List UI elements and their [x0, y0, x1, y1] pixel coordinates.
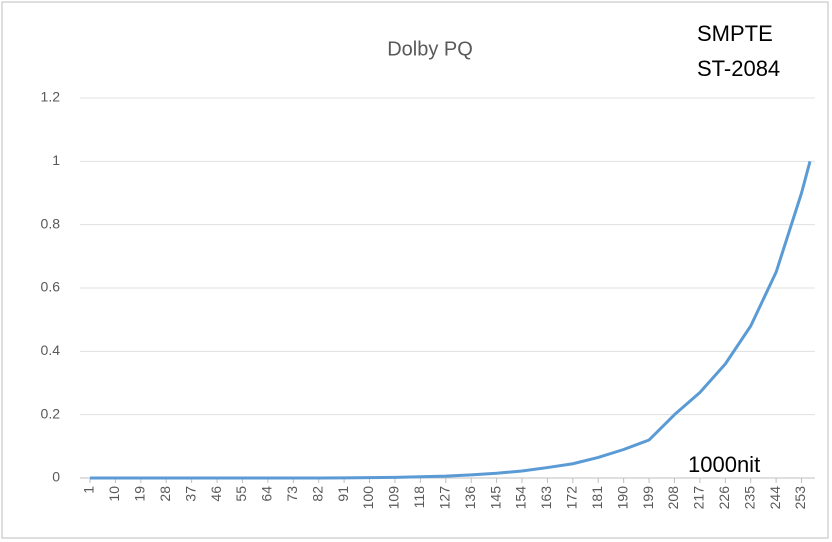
data-line: [90, 160, 812, 480]
y-tick-label: 0.6: [41, 279, 61, 295]
x-tick-label: 82: [309, 486, 325, 502]
x-tick-label: 208: [665, 486, 681, 510]
x-tick-label: 145: [487, 486, 503, 510]
x-tick-label: 28: [157, 486, 173, 502]
x-tick-label: 235: [741, 486, 757, 510]
x-tick-label: 109: [386, 486, 402, 510]
x-tick-label: 136: [462, 486, 478, 510]
x-tick-label: 190: [614, 486, 630, 510]
x-tick-label: 37: [182, 486, 198, 502]
x-tick-label: 64: [259, 486, 275, 502]
y-tick-label: 0.2: [41, 405, 61, 421]
x-tick-label: 46: [208, 486, 224, 502]
chart-title: Dolby PQ: [387, 38, 473, 60]
x-tick-label: 1: [81, 486, 97, 494]
x-tick-label: 127: [436, 486, 452, 510]
y-tick-label: 1: [52, 152, 60, 168]
y-tick-label: 1.2: [41, 89, 61, 105]
y-tick-label: 0: [52, 469, 60, 485]
x-tick-label: 73: [284, 486, 300, 502]
x-tick-label: 217: [691, 486, 707, 510]
x-tick-label: 118: [411, 486, 427, 509]
y-tick-label: 0.4: [41, 342, 61, 358]
x-tick-label: 10: [106, 486, 122, 502]
y-tick-label: 0.8: [41, 215, 61, 231]
x-tick-label: 199: [640, 486, 656, 510]
x-tick-label: 100: [360, 486, 376, 510]
x-tick-label: 244: [767, 486, 783, 510]
x-tick-label: 253: [792, 486, 808, 510]
x-tick-label: 181: [589, 486, 605, 510]
annotation: ST-2084: [697, 56, 780, 81]
x-tick-label: 19: [132, 486, 148, 502]
x-tick-label: 91: [335, 486, 351, 502]
x-tick-label: 55: [233, 486, 249, 502]
annotation: 1000nit: [688, 452, 760, 477]
x-tick-label: 163: [538, 486, 554, 510]
annotation: SMPTE: [697, 21, 773, 46]
x-tick-label: 226: [716, 486, 732, 510]
x-tick-label: 172: [564, 486, 580, 510]
x-tick-label: 154: [513, 486, 529, 510]
